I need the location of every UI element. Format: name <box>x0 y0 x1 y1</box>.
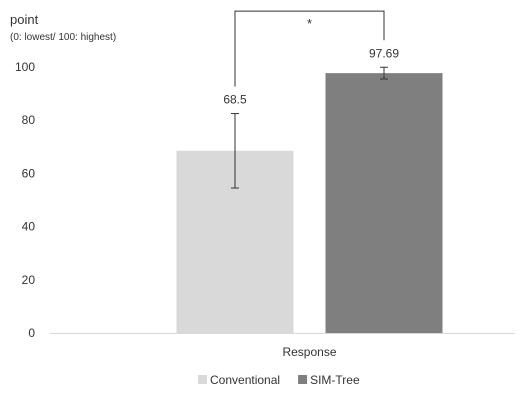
legend-entry-label: Conventional <box>210 373 280 387</box>
legend-swatch <box>198 375 207 384</box>
bar-sim-tree <box>325 73 443 334</box>
significance-bracket <box>234 10 385 87</box>
y-axis-title: point <box>10 12 39 27</box>
legend-entry-label: SIM-Tree <box>310 373 360 387</box>
error-bars <box>231 66 388 189</box>
value-label: 97.69 <box>369 46 399 60</box>
y-tick-label: 40 <box>22 220 36 234</box>
x-category-label: Response <box>282 345 336 359</box>
y-axis-ticks: 0 20 40 60 80 100 <box>15 60 35 340</box>
y-tick-label: 60 <box>22 166 36 180</box>
y-tick-label: 100 <box>15 60 35 74</box>
bars <box>176 73 443 334</box>
y-tick-label: 20 <box>22 273 36 287</box>
value-label: 68.5 <box>223 93 247 107</box>
y-tick-label: 80 <box>22 113 36 127</box>
legend-swatch <box>298 375 308 384</box>
legend: Conventional SIM-Tree <box>198 373 360 387</box>
significance-label: * <box>307 16 312 31</box>
value-labels: 68.5 97.69 <box>223 46 399 106</box>
y-axis-note: (0: lowest/ 100: highest) <box>10 32 116 43</box>
y-tick-label: 0 <box>28 326 35 340</box>
